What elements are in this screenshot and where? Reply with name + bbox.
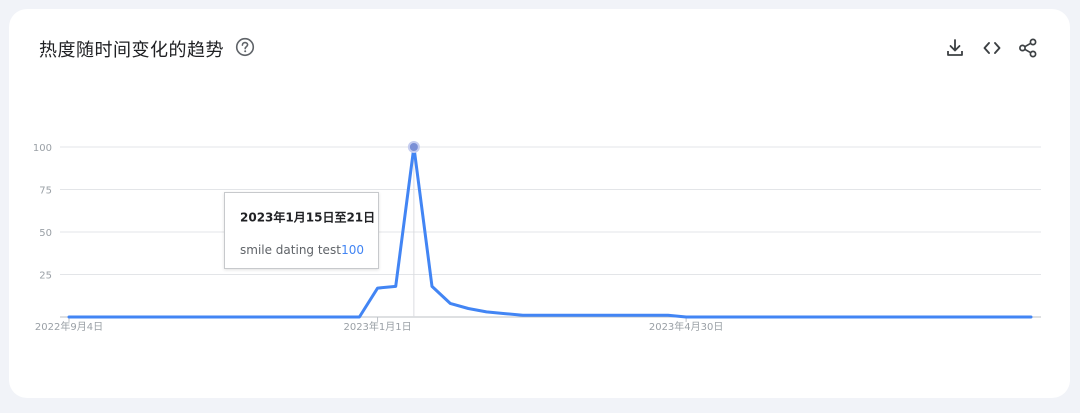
- download-icon[interactable]: [944, 37, 966, 59]
- trend-card: 热度随时间变化的趋势: [9, 9, 1070, 398]
- y-tick-label: 25: [39, 271, 52, 282]
- y-tick-label: 50: [39, 228, 52, 239]
- series-line-smile-dating-test: [67, 145, 1033, 319]
- chart-tooltip: 2023年1月15日至21日 smile dating test 100: [224, 192, 379, 269]
- x-tick-label: 2023年1月1日: [343, 320, 411, 333]
- y-tick-label: 100: [33, 143, 52, 154]
- tooltip-value: 100: [341, 243, 364, 257]
- tooltip-date: 2023年1月15日至21日: [240, 210, 376, 225]
- x-tick-label: 2023年4月30日: [649, 320, 724, 333]
- y-tick-label: 75: [39, 186, 52, 197]
- highlight-point[interactable]: [407, 141, 420, 153]
- card-title: 热度随时间变化的趋势: [39, 40, 224, 61]
- x-tick-label: 2022年9月4日: [35, 320, 103, 333]
- share-icon[interactable]: [1017, 37, 1039, 59]
- embed-code-icon[interactable]: [981, 37, 1003, 59]
- help-circle-icon[interactable]: [235, 37, 255, 57]
- tooltip-term: smile dating test: [240, 243, 341, 257]
